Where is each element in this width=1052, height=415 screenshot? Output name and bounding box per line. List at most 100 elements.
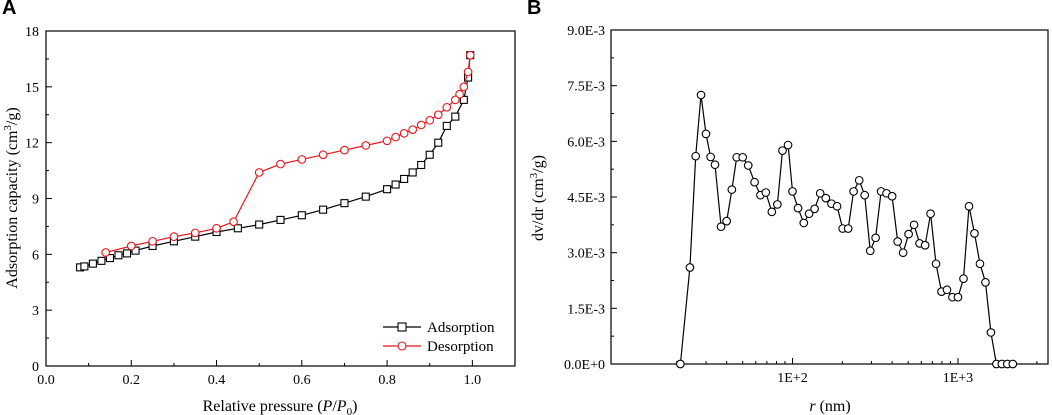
y-tick-label: 12 [25, 137, 39, 152]
data-point-adsorption [122, 249, 132, 258]
chart-a-y-axis-label: Adsorption capacity (cm3/g) [2, 107, 21, 288]
data-point-desorption [297, 155, 307, 164]
data-point-psd [821, 193, 831, 203]
x-tick-label: 1E+3 [943, 371, 973, 386]
x-tick-label: 1E+2 [777, 371, 807, 386]
y-tick-label: 0 [32, 360, 39, 375]
data-point-adsorption [255, 220, 264, 229]
chart-b-y-axis-label: dv/dr (cm3/g) [528, 155, 547, 241]
data-point-psd [701, 129, 711, 139]
data-point-psd [942, 285, 952, 295]
data-point-psd [843, 224, 853, 233]
data-point-psd [815, 188, 825, 198]
y-tick-label: 15 [25, 81, 39, 96]
data-point-psd [986, 328, 996, 337]
chart-b: 1E+2 1E+3 0.0E+0 1.5E-3 3.0E-3 4.5E-3 6.0E-3 7.… [528, 24, 1049, 415]
data-point-desorption [254, 168, 264, 177]
data-point-desorption [399, 129, 409, 138]
chart-a-frame [45, 30, 516, 367]
data-point-psd [810, 204, 819, 214]
series-line-adsorption [79, 55, 471, 268]
data-point-adsorption [88, 259, 97, 268]
data-point-desorption [382, 136, 392, 146]
data-point-psd [854, 175, 864, 185]
data-point-psd [788, 187, 797, 196]
data-point-psd [761, 188, 771, 197]
data-point-psd [926, 209, 935, 219]
data-point-psd [696, 90, 706, 100]
chart-a: 0.0 0.2 0.4 0.6 0.8 1.0 0 3 6 9 12 15 18 Relative pr… [2, 25, 516, 415]
data-point-psd [964, 201, 974, 211]
data-point-psd [767, 207, 777, 217]
x-tick-label: 0.0 [37, 373, 55, 388]
data-point-desorption [425, 115, 435, 125]
data-point-adsorption [442, 121, 451, 130]
y-tick-label: 7.5E-3 [567, 80, 605, 95]
data-point-desorption [190, 228, 200, 238]
data-point-desorption [126, 241, 136, 251]
data-point-psd [685, 263, 695, 272]
data-point-adsorption [233, 224, 242, 233]
data-point-psd [743, 161, 753, 170]
data-point-psd [931, 259, 941, 269]
data-point-psd [773, 200, 782, 209]
x-tick-label: 1.0 [464, 373, 482, 388]
legend-label-desorption: Desorption [427, 339, 494, 355]
y-tick-label: 3 [32, 304, 39, 319]
data-point-adsorption [319, 205, 328, 214]
data-point-adsorption [459, 95, 468, 104]
panel-label-a: A [2, 0, 17, 19]
data-point-psd [691, 151, 701, 161]
data-point-desorption [455, 89, 464, 99]
data-point-psd [865, 246, 875, 256]
data-point-adsorption [400, 174, 409, 184]
data-point-desorption [276, 159, 285, 169]
data-point-adsorption [131, 246, 140, 255]
x-tick-label: 0.4 [208, 373, 226, 388]
data-point-adsorption [297, 211, 306, 220]
chart-b-x-axis-label: r (nm) [809, 398, 850, 415]
y-tick-label: 6.0E-3 [567, 135, 605, 150]
data-point-psd [738, 152, 748, 162]
data-point-desorption [101, 248, 111, 257]
x-tick-label: 0.2 [123, 373, 141, 388]
data-point-psd [871, 233, 880, 243]
data-point-psd [676, 359, 685, 369]
x-tick-label: 0.8 [378, 373, 396, 388]
data-point-psd [783, 140, 793, 150]
data-point-psd [860, 190, 870, 200]
data-point-desorption [148, 236, 157, 246]
data-point-adsorption [340, 199, 349, 208]
data-point-desorption [459, 82, 469, 92]
data-point-adsorption [391, 180, 400, 189]
x-tick-label: 0.6 [293, 373, 311, 388]
data-point-psd [750, 177, 759, 187]
data-point-adsorption [97, 256, 106, 265]
y-tick-label: 18 [25, 25, 39, 40]
data-point-psd [981, 278, 990, 287]
data-point-psd [799, 218, 809, 228]
legend-item-adsorption: Adsorption [383, 320, 495, 336]
y-tick-label: 4.5E-3 [567, 191, 605, 206]
data-point-desorption [318, 150, 328, 160]
data-point-adsorption [417, 160, 426, 170]
data-point-desorption [450, 95, 460, 105]
y-tick-label: 0.0E+0 [564, 358, 605, 373]
data-point-psd [710, 160, 720, 170]
data-point-adsorption [408, 168, 417, 177]
data-point-psd [904, 229, 913, 239]
data-point-adsorption [80, 262, 89, 271]
data-point-psd [975, 259, 985, 269]
y-tick-label: 3.0E-3 [567, 247, 605, 262]
series-line-desorption [105, 55, 471, 254]
data-point-desorption [340, 145, 349, 155]
data-point-psd [793, 203, 803, 213]
y-tick-label: 1.5E-3 [567, 302, 605, 317]
data-point-desorption [433, 110, 443, 120]
data-point-adsorption [451, 112, 460, 121]
data-point-desorption [442, 102, 452, 112]
data-point-desorption [229, 217, 238, 227]
data-point-adsorption [105, 254, 115, 263]
y-tick-label: 9 [32, 193, 39, 208]
data-point-desorption [169, 232, 179, 242]
